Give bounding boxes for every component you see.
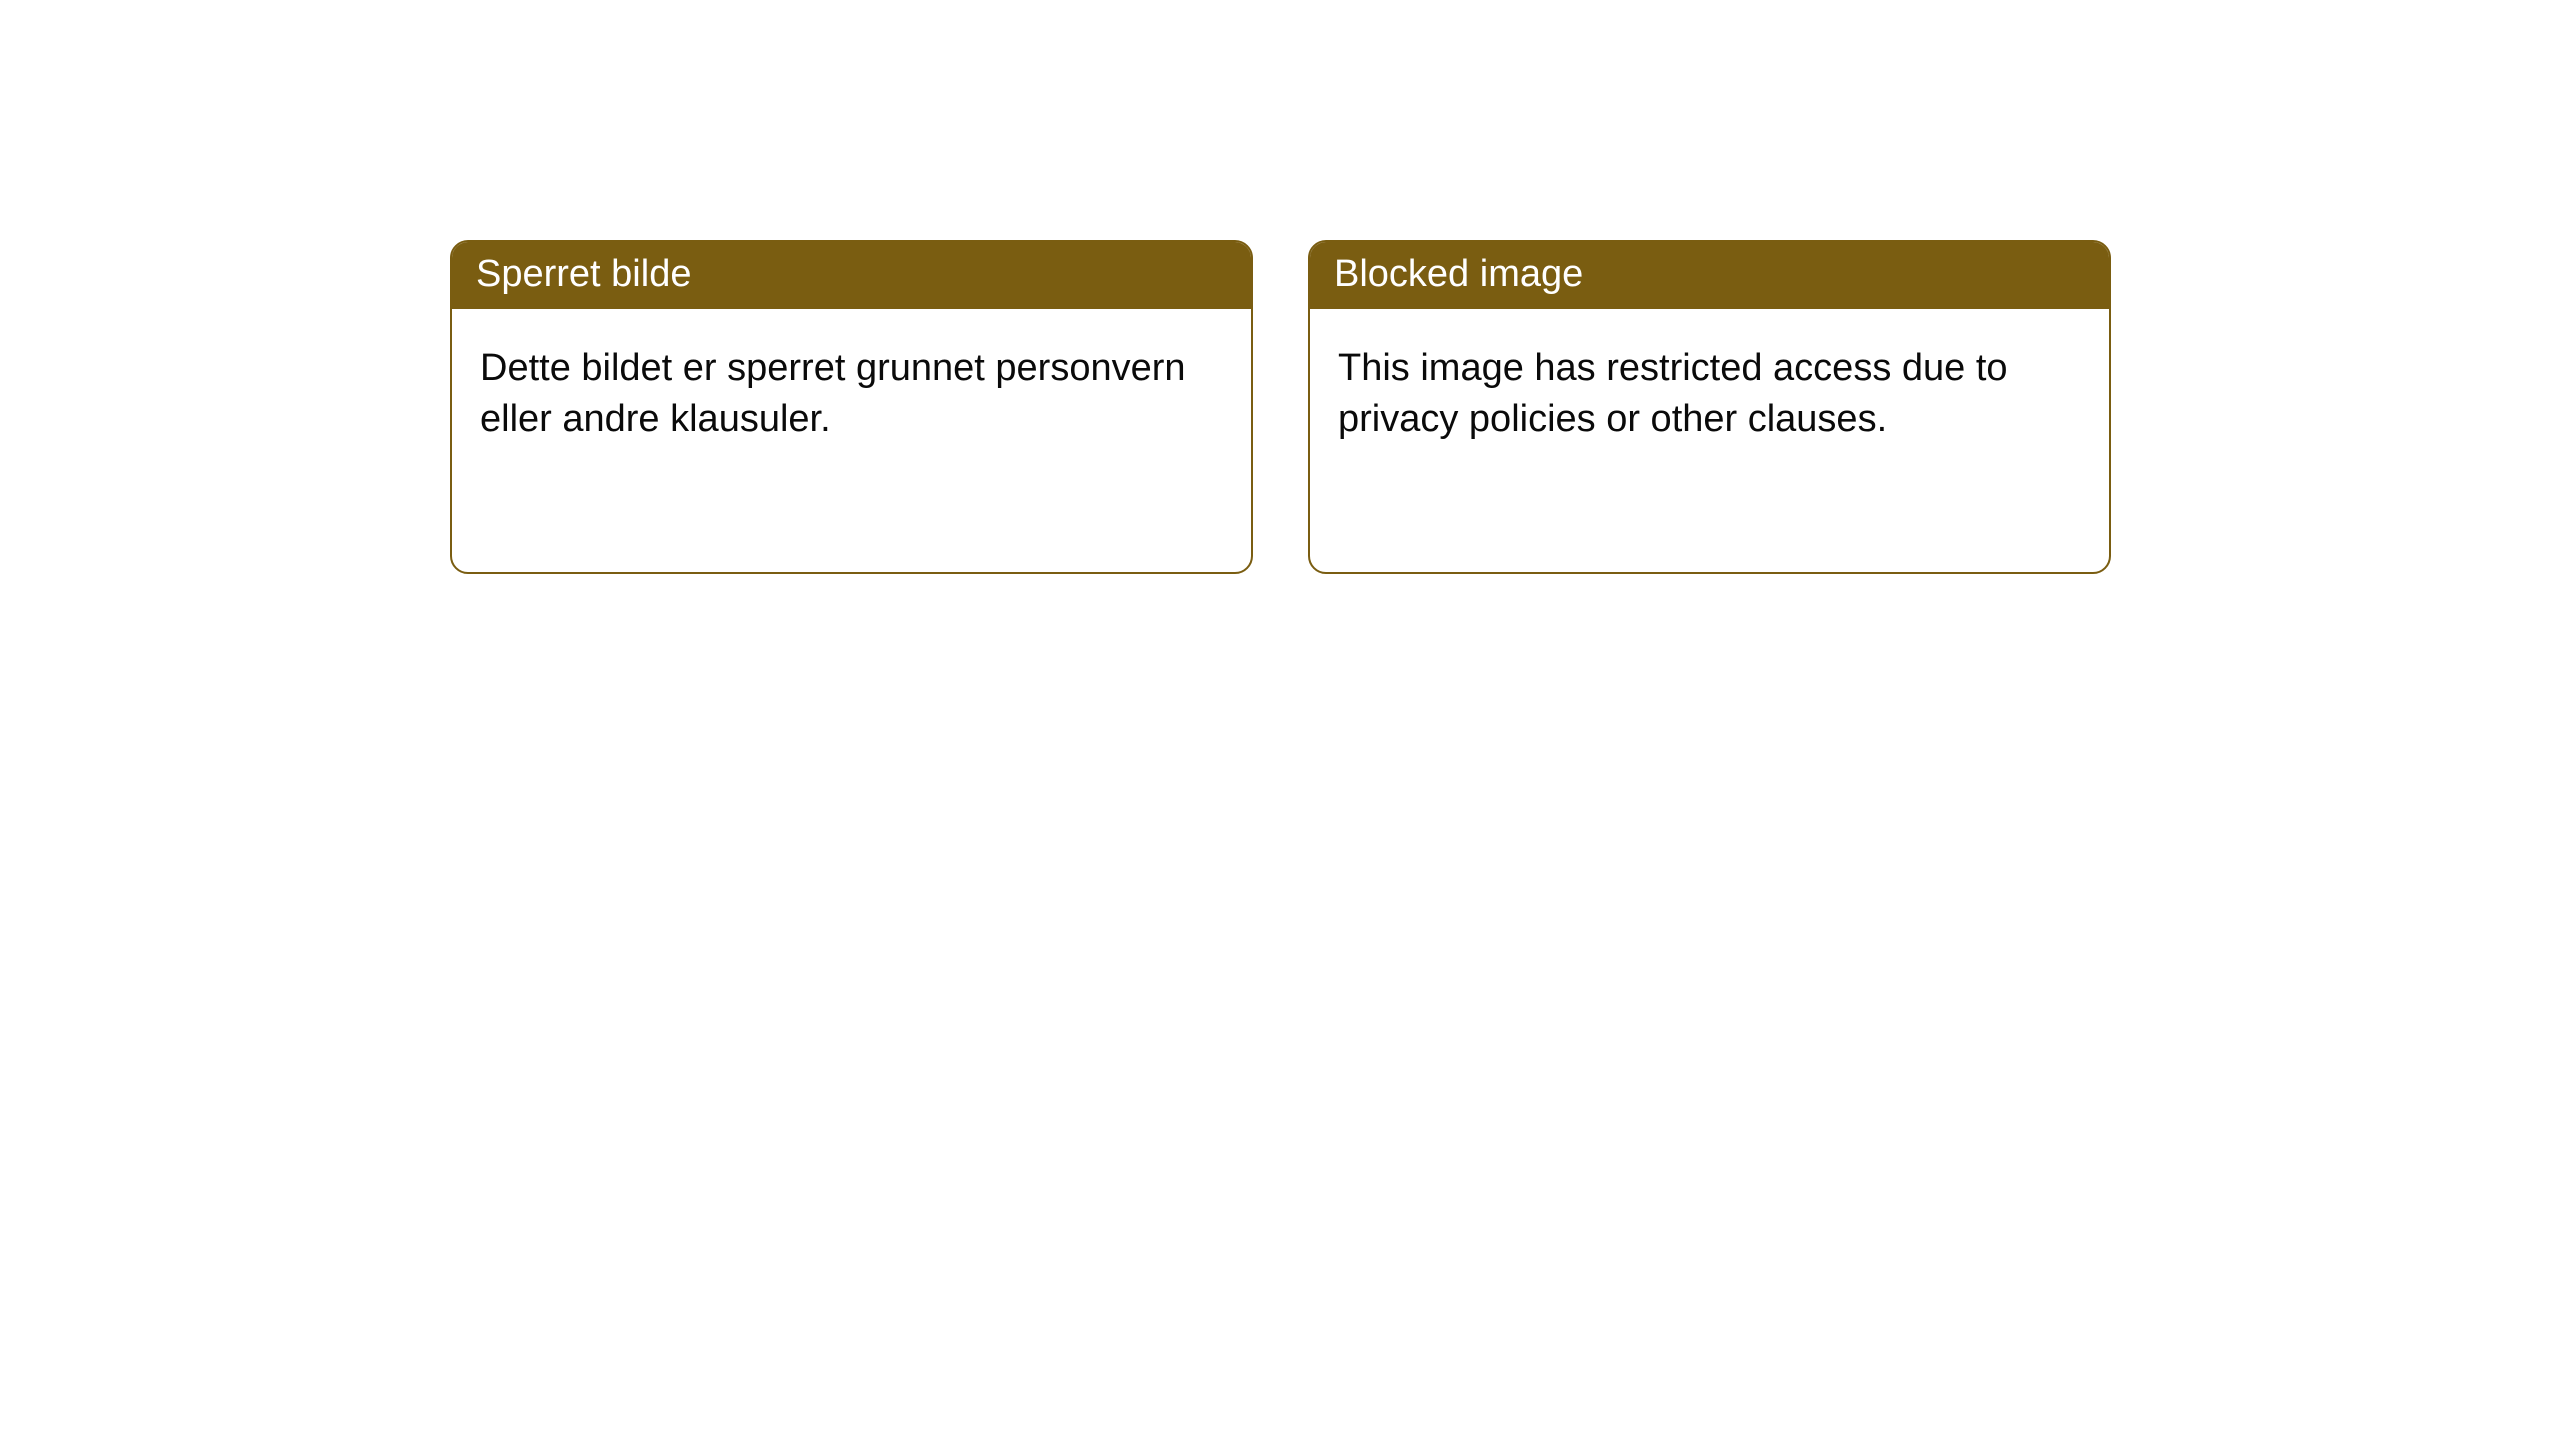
card-body-no: Dette bildet er sperret grunnet personve… (452, 309, 1251, 480)
notice-container: Sperret bilde Dette bildet er sperret gr… (0, 0, 2560, 574)
blocked-image-notice-en: Blocked image This image has restricted … (1308, 240, 2111, 574)
card-title-no: Sperret bilde (452, 242, 1251, 309)
card-body-en: This image has restricted access due to … (1310, 309, 2109, 480)
card-title-en: Blocked image (1310, 242, 2109, 309)
blocked-image-notice-no: Sperret bilde Dette bildet er sperret gr… (450, 240, 1253, 574)
